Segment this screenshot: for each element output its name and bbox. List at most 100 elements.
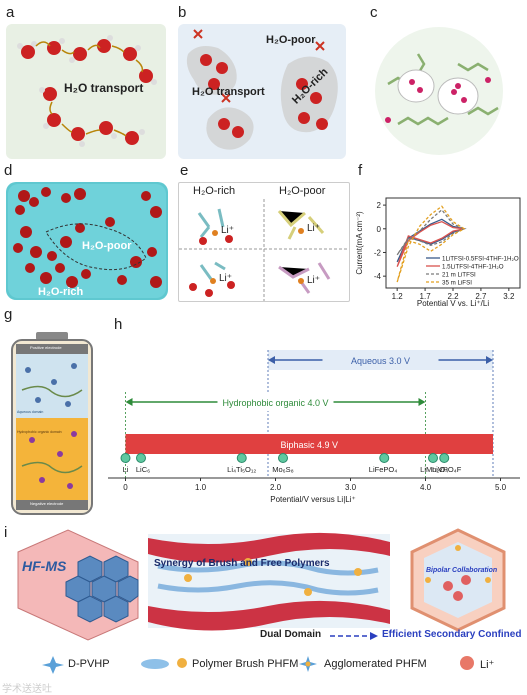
e-li-3: Li⁺: [219, 273, 233, 284]
synergy-channel: [148, 532, 390, 631]
water-molecules-b: [200, 54, 328, 138]
d-h2o-poor: H₂O-poor: [82, 240, 132, 252]
h-material-marker-2: [236, 453, 247, 463]
poor-structures-2: [278, 262, 331, 294]
i-dual-domain: Dual Domain: [260, 629, 322, 640]
li-ion-icon: [460, 656, 474, 670]
h-material-marker-3: [278, 453, 288, 463]
water-clusters-d: [13, 187, 162, 288]
f-xtick-label-2: 2.2: [447, 292, 459, 301]
h-material-label-4: LiFePO₄: [369, 465, 398, 474]
f-ylabel: Current(mA cm⁻²): [355, 211, 364, 275]
panel-a: H₂O transport: [6, 24, 166, 159]
e-li-2: Li⁺: [307, 223, 321, 234]
poor-structures: [277, 210, 325, 240]
legend-brush: Polymer Brush PHFM: [192, 658, 299, 670]
blocked-cross-icons: [193, 29, 325, 103]
potential-window-chart: Aqueous 3.0 V Hydrophobic organic 4.0 V Bi…: [108, 350, 520, 504]
i-hfms-label: HF-MS: [22, 558, 67, 574]
panel-g: Positive electrode Negative electrode Hy…: [8, 330, 96, 516]
e-li-4: Li⁺: [307, 275, 321, 286]
panel-i-label: i: [4, 524, 8, 541]
rich-structures: [197, 208, 226, 280]
f-xtick-label-3: 2.7: [475, 292, 487, 301]
panel-a-label: a: [6, 4, 15, 21]
h-xtick-label-5: 5.0: [495, 483, 507, 492]
legend-i: D-PVHP Polymer Brush PHFM Agglomerated P…: [0, 650, 527, 686]
f-ytick-label-0: 2: [377, 201, 382, 210]
f-ytick-label-2: -2: [374, 248, 382, 257]
panel-d-md-snapshot: [8, 184, 166, 298]
panel-d: H₂O-poor H₂O-rich: [6, 182, 168, 300]
b-h2o-poor: H₂O-poor: [266, 34, 316, 46]
panel-a-diagram: [17, 35, 157, 147]
battery-schematic: [11, 332, 93, 515]
g-positive-electrode: Positive electrode: [30, 345, 62, 350]
f-ytick-label-1: 0: [377, 225, 382, 234]
i-synergy-label: Synergy of Brush and Free Polymers: [154, 558, 330, 569]
e-poor-title: H₂O-poor: [279, 185, 326, 197]
h-material-marker-0: [120, 453, 131, 463]
f-legend-label-1: 1.5LiTFSI-4THF-1H₂O: [442, 264, 504, 271]
h-window-label-2: Biphasic 4.9 V: [280, 440, 338, 450]
h-window-label-bg-0: [322, 354, 439, 366]
panel-g-label: g: [4, 306, 13, 323]
panel-h-label: h: [114, 316, 123, 333]
g-negative-electrode: Negative electrode: [30, 501, 64, 506]
i-efficient-confined: Efficient Secondary Confined: [382, 629, 522, 640]
h-material-marker-6: [439, 453, 450, 463]
panel-c: [358, 24, 521, 159]
h-xtick-label-2: 2.0: [270, 483, 282, 492]
panel-b-diagram: [186, 29, 338, 150]
f-legend-label-3: 35 m LiFSI: [442, 280, 472, 287]
h-window-arrow-right-1: [418, 398, 426, 406]
h-material-label-0: Li: [123, 465, 129, 474]
panel-d-label: d: [4, 162, 13, 179]
h-material-marker-4: [379, 453, 390, 463]
h-material-label-3: Mo₆S₈: [272, 465, 294, 474]
h-material-label-2: Li₄Ti₅O₁₂: [227, 465, 256, 474]
legend-dpvhp: D-PVHP: [68, 658, 110, 670]
panel-c-label: c: [370, 4, 378, 21]
h-window-label-1: Hydrophobic organic 4.0 V: [222, 398, 328, 408]
g-aqueous-domain-label: Aqueous domain: [17, 410, 44, 414]
g-organic-domain-label: Hydrophobic organic domain: [17, 430, 62, 434]
h-window-label-0: Aqueous 3.0 V: [351, 356, 410, 366]
h-xtick-label-1: 1.0: [195, 483, 207, 492]
f-xtick-label-0: 1.2: [392, 292, 404, 301]
bipolar-hexagon: [410, 528, 506, 632]
panel-b-label: b: [178, 4, 187, 21]
h-window-bar-2: [125, 434, 493, 454]
water-in-pockets: [385, 77, 491, 123]
panel-e-label: e: [180, 162, 189, 179]
b-h2o-transport: H₂O transport: [192, 86, 265, 98]
watermark: 学术送送吐: [2, 684, 52, 695]
f-xtick-label-1: 1.7: [420, 292, 432, 301]
h-window-arrow-right-0: [486, 356, 493, 364]
agglomerated-icon: [299, 656, 317, 672]
panel-e-solvation: [179, 199, 349, 301]
f-legend-label-2: 21 m LiTFSI: [442, 272, 476, 279]
h-material-marker-1: [136, 453, 146, 463]
panel-i-diagram: [17, 528, 506, 641]
f-xtick-label-4: 3.2: [503, 292, 515, 301]
panel-e: H₂O-rich H₂O-poor Li⁺ Li⁺ Li⁺ Li⁺: [178, 182, 350, 302]
h-material-marker-5: [428, 453, 438, 463]
d-h2o-rich: H₂O-rich: [38, 286, 84, 298]
e-rich-title: H₂O-rich: [193, 185, 236, 197]
dpvhp-icon: [42, 656, 64, 674]
polymer-brush-icon: [141, 659, 169, 669]
brush-bead-icon: [177, 658, 187, 668]
h-material-label-6: LiVPO₄F: [432, 465, 462, 474]
h-window-label-bg-1: [217, 396, 334, 408]
panel-b: H₂O-poor H₂O transport H₂O-rich: [178, 24, 346, 159]
e-li-1: Li⁺: [221, 225, 235, 236]
h-window-arrow-left-0: [268, 356, 275, 364]
legend-agglom: Agglomerated PHFM: [324, 658, 427, 670]
li-ions-e: [210, 228, 304, 284]
f-legend-label-0: 1LiTFSI-0.5FSI-4THF-1H₂O: [442, 256, 519, 263]
panel-c-diagram: [375, 27, 503, 155]
water-e: [189, 235, 235, 297]
h-xtick-label-0: 0: [123, 483, 128, 492]
cv-chart: 1.2 1.7 2.2 2.7 3.2 2 0 -2 -4 Potential V vs. Li⁺…: [355, 197, 521, 308]
